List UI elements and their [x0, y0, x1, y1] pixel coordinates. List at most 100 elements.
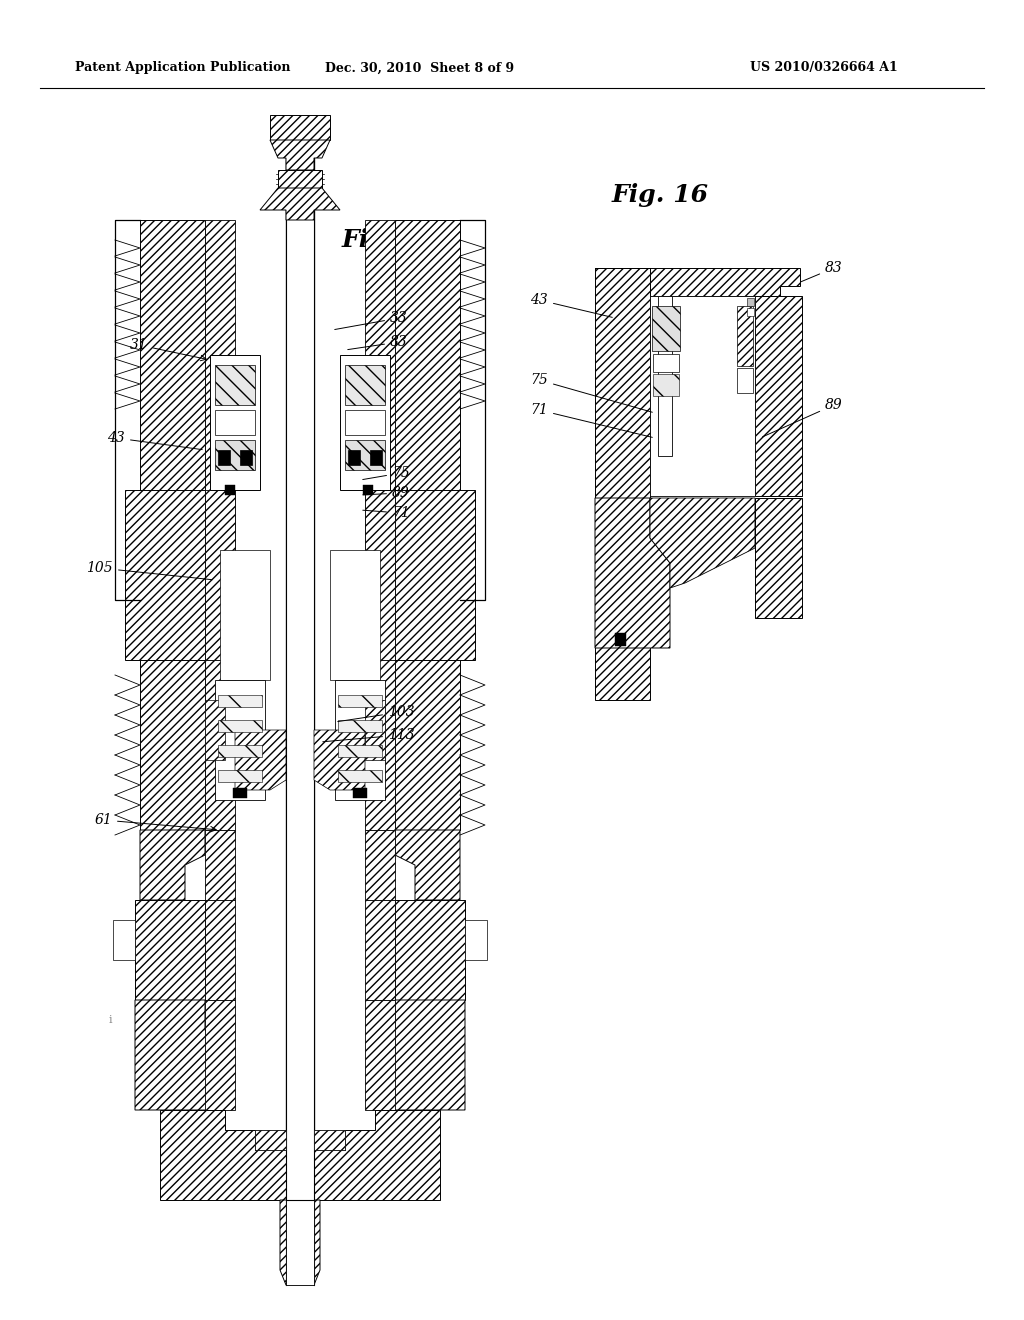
Bar — [218, 770, 262, 781]
Bar — [205, 830, 234, 900]
Polygon shape — [595, 498, 670, 648]
Bar — [314, 1130, 345, 1150]
Bar — [218, 696, 262, 708]
Bar — [365, 490, 395, 660]
Bar — [286, 1200, 314, 1284]
Text: 61: 61 — [94, 813, 216, 832]
Bar — [255, 1130, 345, 1150]
Bar — [653, 374, 679, 396]
Text: 89: 89 — [763, 399, 843, 437]
Bar — [220, 550, 270, 680]
Bar — [233, 788, 247, 799]
Bar — [737, 306, 753, 366]
Bar — [215, 366, 255, 405]
Bar — [746, 298, 754, 306]
Bar — [345, 440, 385, 470]
Text: 75: 75 — [362, 466, 410, 480]
Bar — [652, 306, 680, 351]
Bar — [345, 366, 385, 405]
Text: Dec. 30, 2010  Sheet 8 of 9: Dec. 30, 2010 Sheet 8 of 9 — [326, 62, 515, 74]
Bar — [650, 296, 755, 496]
Text: 71: 71 — [530, 403, 652, 437]
Bar — [218, 744, 262, 756]
Bar — [205, 220, 234, 601]
Bar — [140, 220, 205, 601]
Bar — [338, 719, 382, 733]
Bar — [365, 830, 395, 900]
Bar — [737, 368, 753, 393]
Bar — [653, 354, 679, 372]
Polygon shape — [375, 1001, 465, 1110]
Bar — [595, 268, 650, 700]
Bar — [348, 450, 360, 465]
Text: 71: 71 — [362, 506, 410, 520]
Text: Fig. 15: Fig. 15 — [341, 228, 438, 252]
Bar — [395, 660, 460, 830]
Text: 43: 43 — [108, 432, 203, 450]
Text: Fig. 16: Fig. 16 — [611, 183, 709, 207]
Bar — [205, 900, 234, 1001]
Text: 83: 83 — [348, 335, 408, 350]
Polygon shape — [234, 730, 286, 789]
Bar — [365, 660, 395, 830]
Bar — [330, 550, 380, 680]
Polygon shape — [280, 1200, 319, 1284]
Polygon shape — [140, 830, 205, 900]
Bar — [286, 1150, 314, 1200]
Bar — [218, 450, 230, 465]
Bar — [395, 490, 475, 660]
Bar — [113, 920, 135, 960]
Bar — [215, 440, 255, 470]
Polygon shape — [160, 1110, 440, 1200]
Bar — [135, 900, 205, 1001]
Bar — [755, 296, 802, 496]
Bar — [218, 719, 262, 733]
Bar — [365, 900, 395, 1001]
Bar — [338, 744, 382, 756]
Bar — [205, 660, 234, 830]
Text: 83: 83 — [801, 261, 843, 282]
Bar — [395, 220, 460, 601]
Bar — [340, 355, 390, 490]
Bar — [205, 1001, 234, 1110]
Bar — [338, 770, 382, 781]
Text: 89: 89 — [362, 486, 410, 500]
Text: 103: 103 — [338, 705, 415, 722]
Bar — [215, 680, 265, 800]
Text: 75: 75 — [530, 374, 652, 412]
Bar — [345, 411, 385, 436]
Bar — [465, 920, 487, 960]
Bar — [353, 788, 367, 799]
Bar — [215, 411, 255, 436]
Bar — [140, 660, 205, 830]
Polygon shape — [650, 498, 755, 587]
Bar — [205, 490, 234, 660]
Bar — [240, 450, 252, 465]
Bar — [286, 129, 314, 1200]
Bar — [270, 115, 330, 140]
Text: 31: 31 — [130, 338, 206, 360]
Bar — [278, 170, 322, 187]
Bar — [365, 700, 385, 760]
Bar — [210, 355, 260, 490]
Bar — [658, 296, 672, 455]
Bar — [615, 634, 626, 645]
Text: 33: 33 — [335, 312, 408, 330]
Bar — [365, 1001, 395, 1110]
Bar — [746, 308, 754, 315]
Bar — [395, 900, 465, 1001]
Polygon shape — [395, 830, 460, 900]
Bar — [338, 696, 382, 708]
Polygon shape — [595, 268, 800, 296]
Bar — [365, 220, 395, 601]
Polygon shape — [135, 1001, 225, 1110]
Text: 113: 113 — [323, 729, 415, 742]
Bar — [370, 450, 382, 465]
Text: US 2010/0326664 A1: US 2010/0326664 A1 — [750, 62, 898, 74]
Text: i: i — [109, 1015, 112, 1026]
Bar — [125, 490, 205, 660]
Polygon shape — [260, 187, 340, 220]
Polygon shape — [755, 498, 802, 618]
Polygon shape — [314, 730, 365, 789]
Bar — [362, 484, 373, 495]
